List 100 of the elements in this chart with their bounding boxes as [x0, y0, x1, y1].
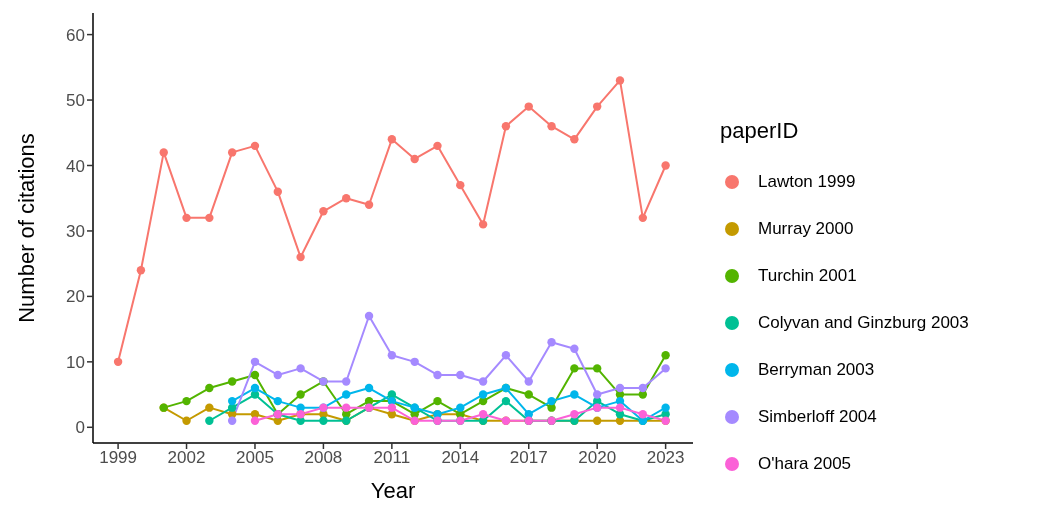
- y-tick-label: 50: [66, 91, 85, 111]
- point: [410, 154, 419, 164]
- point: [182, 416, 191, 425]
- point: [205, 403, 214, 412]
- legend-title: paperID: [720, 118, 800, 144]
- point: [478, 220, 488, 229]
- point: [342, 194, 351, 203]
- point: [113, 357, 123, 367]
- point: [296, 390, 305, 399]
- point: [433, 396, 442, 406]
- point: [638, 213, 648, 223]
- point: [661, 364, 670, 373]
- point: [501, 351, 511, 360]
- point: [661, 161, 670, 170]
- point: [524, 390, 533, 399]
- point: [342, 390, 351, 399]
- point: [273, 396, 282, 406]
- x-tick-label: 2014: [441, 448, 480, 468]
- point: [342, 403, 351, 412]
- point: [250, 357, 260, 367]
- point: [661, 351, 670, 360]
- point: [592, 390, 602, 399]
- point: [433, 141, 442, 151]
- point: [250, 370, 260, 380]
- point: [456, 370, 465, 380]
- point: [136, 266, 146, 275]
- point: [547, 396, 556, 406]
- point: [478, 390, 488, 399]
- point: [205, 416, 214, 425]
- point: [615, 383, 625, 393]
- y-tick-label: 10: [66, 352, 85, 372]
- point: [661, 403, 670, 412]
- y-tick-label: 20: [66, 287, 85, 307]
- y-tick-label: 60: [66, 25, 85, 45]
- point: [296, 364, 305, 373]
- legend-label: Turchin 2001: [758, 265, 857, 286]
- y-tick-label: 40: [66, 156, 85, 176]
- point: [159, 148, 168, 157]
- y-tick-label: 0: [75, 418, 85, 438]
- point: [638, 383, 648, 393]
- point: [387, 403, 397, 412]
- point: [570, 410, 579, 419]
- point: [410, 357, 419, 367]
- point: [501, 396, 511, 406]
- point: [273, 187, 282, 196]
- legend-label: O'hara 2005: [758, 453, 852, 474]
- legend-label: Simberloff 2004: [758, 406, 877, 427]
- point: [227, 396, 237, 406]
- x-tick-label: 2020: [578, 448, 617, 468]
- point: [638, 410, 648, 419]
- point: [250, 141, 260, 151]
- point: [387, 135, 397, 144]
- point: [592, 364, 602, 373]
- point: [364, 383, 374, 393]
- legend-label: Lawton 1999: [758, 171, 856, 192]
- point: [478, 377, 488, 386]
- x-tick-label: 2008: [304, 448, 343, 468]
- point: [319, 416, 328, 425]
- point: [250, 383, 260, 393]
- point: [227, 377, 237, 386]
- point: [592, 102, 602, 111]
- point: [205, 213, 214, 223]
- point: [319, 207, 328, 216]
- point: [182, 396, 191, 406]
- point: [615, 403, 625, 412]
- point: [615, 76, 625, 85]
- point: [433, 370, 442, 380]
- point: [592, 416, 602, 425]
- y-tick-label: 30: [66, 221, 85, 241]
- point: [524, 377, 533, 386]
- point: [524, 102, 533, 111]
- point: [227, 148, 237, 157]
- point: [478, 410, 488, 419]
- point: [570, 390, 579, 399]
- x-tick-label: 2023: [646, 448, 685, 468]
- x-tick-label: 1999: [99, 448, 138, 468]
- point: [456, 403, 465, 412]
- point: [250, 416, 260, 425]
- point: [227, 416, 237, 425]
- point: [547, 122, 556, 131]
- point: [570, 344, 579, 353]
- point: [182, 213, 191, 223]
- point: [296, 252, 305, 262]
- x-tick-label: 2002: [167, 448, 206, 468]
- point: [570, 135, 579, 144]
- point: [387, 351, 397, 360]
- point: [364, 311, 374, 321]
- point: [456, 180, 465, 190]
- legend-label: Murray 2000: [758, 218, 854, 239]
- legend-label: Colyvan and Ginzburg 2003: [758, 312, 969, 333]
- point: [570, 364, 579, 373]
- point: [273, 370, 282, 380]
- legend-label: Berryman 2003: [758, 359, 875, 380]
- point: [205, 383, 214, 393]
- y-axis-title: Number of citations: [13, 133, 39, 323]
- point: [501, 122, 511, 131]
- x-tick-label: 2011: [373, 448, 411, 468]
- x-tick-label: 2017: [509, 448, 548, 468]
- x-tick-label: 2005: [236, 448, 274, 468]
- x-axis-title: Year: [370, 478, 416, 503]
